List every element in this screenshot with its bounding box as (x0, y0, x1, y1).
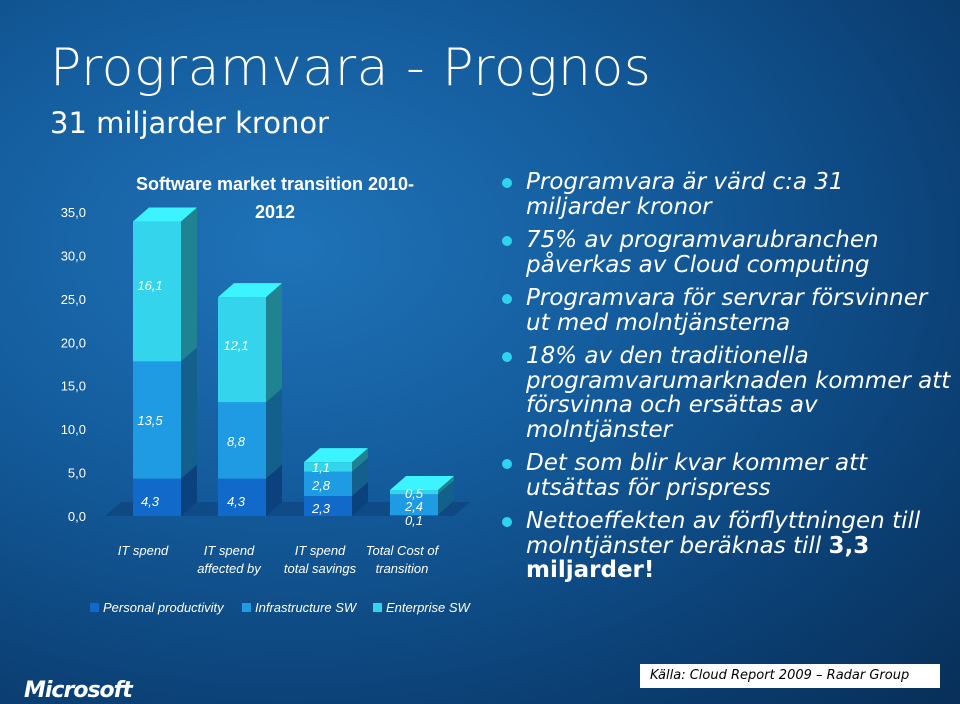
data-label: 0,5 (405, 486, 424, 501)
stacked-bar-chart: Software market transition 2010-2012 0,0 5… (61, 174, 472, 615)
bullet-text: Programvara är värd c:a 31 miljarder kro… (526, 169, 844, 220)
bar-segment-side (352, 448, 368, 472)
bar-top (133, 207, 197, 222)
legend-swatch (242, 603, 251, 612)
data-label: 12,1 (223, 338, 248, 353)
bullet-dot-icon (502, 294, 512, 304)
data-label: 2,3 (311, 501, 331, 516)
bullet-list: Programvara är värd c:a 31 miljarder kro… (498, 170, 953, 592)
bar-segment-side (266, 388, 282, 479)
bar-segment-side (438, 501, 454, 516)
chart-floor (105, 502, 470, 516)
bar-segment (133, 478, 181, 516)
bar-segment-side (181, 207, 197, 362)
data-label: 4,3 (227, 494, 246, 509)
bar-segment-side (266, 464, 282, 516)
bullet-text: Programvara för servrar försvinner ut me… (526, 285, 928, 336)
bar-segment-side (181, 347, 197, 479)
bullet-text: 75% av programvarubranchen påverkas av C… (526, 227, 879, 278)
bar-top (390, 475, 454, 490)
y-tick-label: 25,0 (61, 292, 86, 307)
bullet-dot-icon (502, 459, 512, 469)
bar-segment (304, 462, 352, 472)
legend-entry: Enterprise SW (386, 600, 472, 615)
bullet-item: Programvara för servrar försvinner ut me… (498, 286, 953, 335)
microsoft-logo: Microsoft (24, 678, 133, 703)
data-label: 4,3 (141, 494, 160, 509)
bar-segment (218, 402, 266, 479)
bullet-bold-text: 3,3 miljarder! (526, 532, 870, 583)
bar-segment-side (438, 475, 454, 495)
x-tick-label: Total Cost of transition (366, 543, 440, 576)
bar-segment (390, 515, 438, 516)
legend-entry: Personal productivity (103, 600, 225, 615)
legend-swatch (373, 603, 382, 612)
bullet-text: Nettoeffekten av förflyttningen till mol… (526, 508, 921, 559)
y-tick-label: 10,0 (61, 422, 86, 437)
y-tick-label: 35,0 (61, 205, 86, 220)
bar-segment (304, 496, 352, 516)
bullet-dot-icon (502, 178, 512, 188)
y-tick-label: 0,0 (68, 509, 86, 524)
bullet-item: Nettoeffekten av förflyttningen till mol… (498, 509, 953, 583)
x-tick-label: IT spend total savings (284, 543, 357, 576)
x-tick-label: IT spend (118, 543, 169, 558)
bullet-item: Det som blir kvar kommer att utsättas fö… (498, 451, 953, 500)
bar-segment (218, 297, 266, 403)
data-label: 2,4 (404, 499, 423, 514)
bullet-item: 18% av den traditionella programvarumark… (498, 344, 953, 442)
slide-title: Programvara - Prognos (50, 38, 652, 98)
bullet-dot-icon (502, 352, 512, 362)
bar-segment (390, 494, 438, 516)
data-label: 2,8 (311, 478, 331, 493)
legend-swatch (90, 603, 99, 612)
legend-entry: Infrastructure SW (255, 600, 358, 615)
data-label: 1,1 (312, 460, 330, 475)
source-note: Källa: Cloud Report 2009 – Radar Group (640, 664, 940, 688)
bullet-dot-icon (502, 236, 512, 246)
bullet-dot-icon (502, 517, 512, 527)
bar-segment (133, 221, 181, 362)
bar-segment-side (266, 283, 282, 403)
data-label: 16,1 (137, 278, 162, 293)
y-tick-label: 30,0 (61, 248, 86, 263)
bar-top (218, 283, 282, 298)
bar-segment (133, 361, 181, 479)
bar-segment (218, 478, 266, 516)
data-label: 0,1 (405, 513, 423, 528)
data-label: 13,5 (137, 413, 163, 428)
y-tick-label: 20,0 (61, 335, 86, 350)
data-label: 8,8 (227, 434, 246, 449)
bar-segment (390, 489, 438, 495)
bullet-item: Programvara är värd c:a 31 miljarder kro… (498, 170, 953, 219)
chart-title: Software market transition 2010-2012 (136, 174, 414, 222)
x-tick-label: IT spend affected by (197, 543, 262, 576)
bar-segment-side (181, 464, 197, 516)
y-tick-label: 15,0 (61, 379, 86, 394)
bar-segment-side (352, 457, 368, 497)
bar-segment-side (352, 482, 368, 516)
bar-segment (304, 471, 352, 497)
y-tick-label: 5,0 (68, 466, 86, 481)
bullet-item: 75% av programvarubranchen påverkas av C… (498, 228, 953, 277)
bar-segment-side (438, 480, 454, 516)
slide-subtitle: 31 miljarder kronor (50, 106, 329, 140)
bullet-text: 18% av den traditionella programvarumark… (526, 343, 951, 443)
bullet-text: Det som blir kvar kommer att utsättas fö… (526, 450, 868, 501)
bar-top (304, 448, 368, 463)
